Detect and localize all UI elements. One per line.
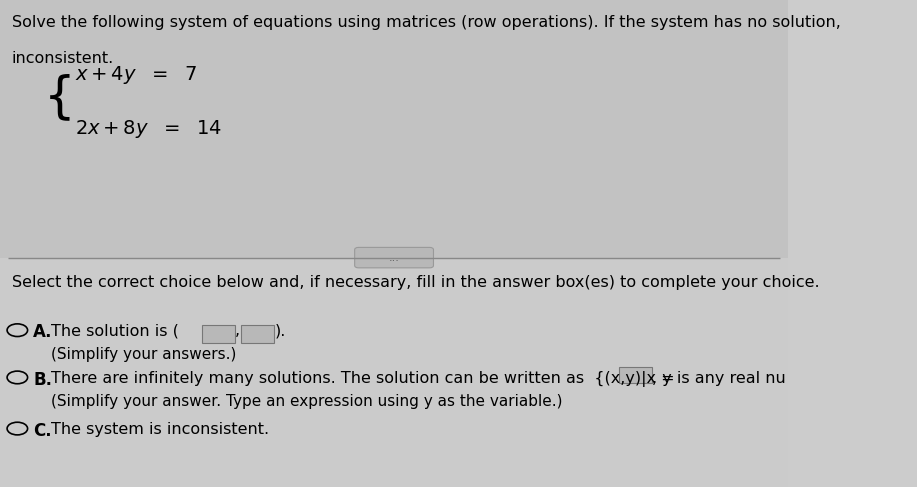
Text: ).: ). [274, 323, 286, 338]
Text: The system is inconsistent.: The system is inconsistent. [51, 422, 270, 437]
Text: ,: , [235, 323, 240, 338]
Text: B.: B. [33, 371, 52, 389]
Text: $x + 4y\ \ =\ \ 7$: $x + 4y\ \ =\ \ 7$ [75, 64, 197, 87]
FancyBboxPatch shape [241, 325, 274, 343]
FancyBboxPatch shape [619, 367, 652, 383]
Text: A.: A. [33, 323, 52, 341]
FancyBboxPatch shape [355, 247, 434, 268]
Text: (Simplify your answers.): (Simplify your answers.) [51, 347, 237, 362]
Text: C.: C. [33, 422, 51, 440]
Text: There are infinitely many solutions. The solution can be written as  {(x,y)|x =: There are infinitely many solutions. The… [51, 371, 675, 387]
Text: , y is any real nu: , y is any real nu [652, 371, 786, 386]
FancyBboxPatch shape [0, 258, 788, 487]
Text: Select the correct choice below and, if necessary, fill in the answer box(es) to: Select the correct choice below and, if … [12, 275, 820, 290]
FancyBboxPatch shape [0, 0, 788, 258]
FancyBboxPatch shape [202, 325, 235, 343]
Text: (Simplify your answer. Type an expression using y as the variable.): (Simplify your answer. Type an expressio… [51, 394, 563, 410]
Text: The solution is (: The solution is ( [51, 323, 179, 338]
Text: $2x + 8y\ \ =\ \ 14$: $2x + 8y\ \ =\ \ 14$ [75, 118, 222, 140]
Text: ...: ... [389, 253, 400, 262]
Text: Solve the following system of equations using matrices (row operations). If the : Solve the following system of equations … [12, 15, 841, 30]
Text: $\{$: $\{$ [43, 72, 71, 123]
Text: inconsistent.: inconsistent. [12, 51, 114, 66]
